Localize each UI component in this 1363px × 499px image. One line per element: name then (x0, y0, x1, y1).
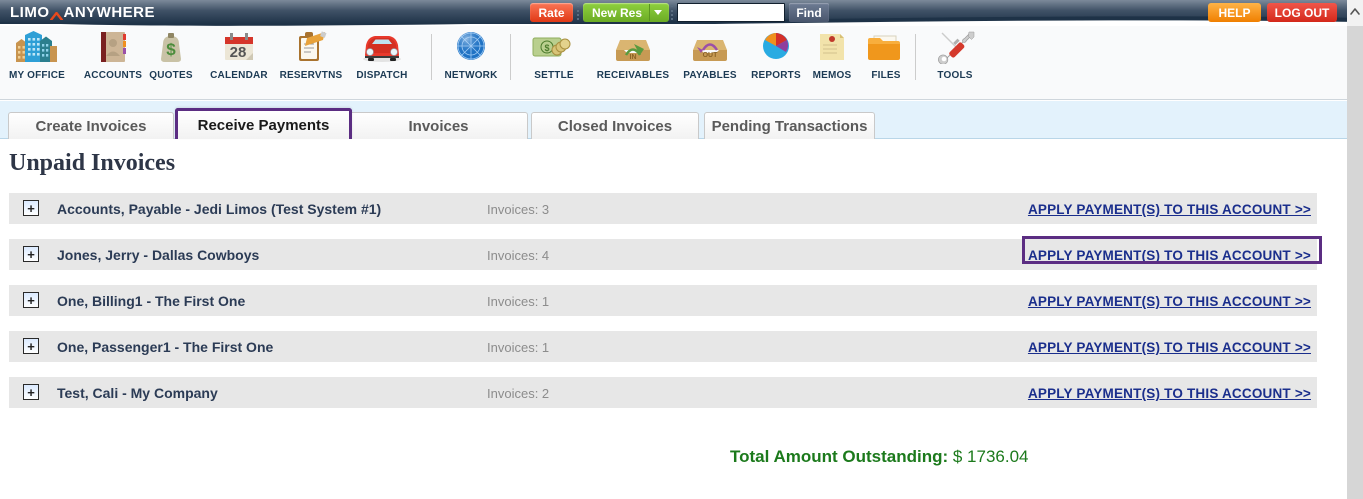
svg-text:$: $ (544, 43, 549, 53)
svg-text:OUT: OUT (703, 52, 719, 59)
svg-text:IN: IN (630, 54, 637, 61)
svg-text:$: $ (166, 40, 176, 59)
svg-text:28: 28 (230, 44, 247, 61)
